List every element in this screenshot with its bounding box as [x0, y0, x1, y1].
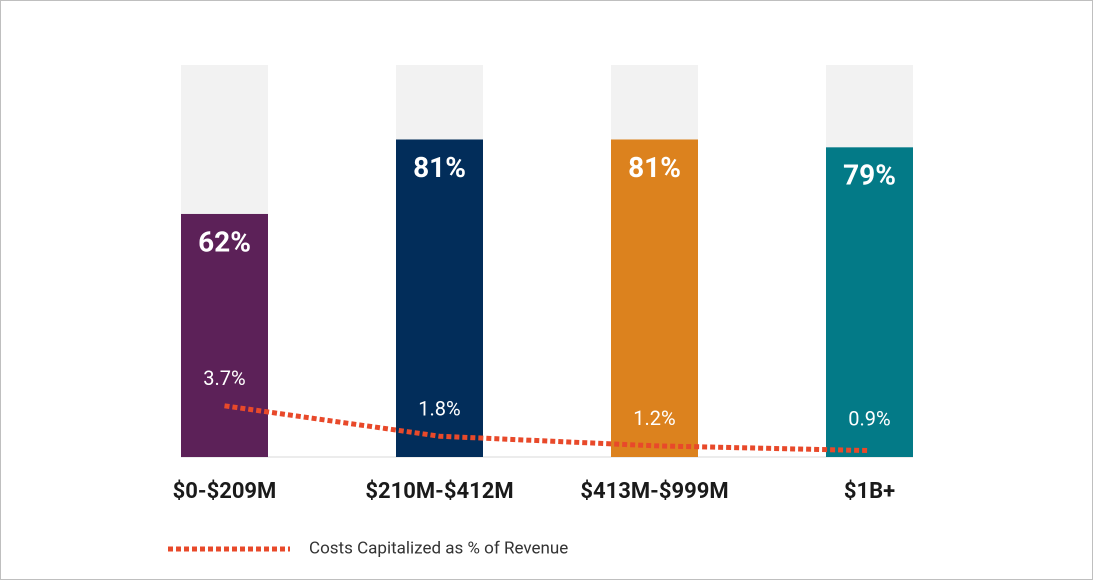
- line: [224, 403, 870, 454]
- bar: [611, 139, 698, 458]
- bar: [181, 213, 268, 457]
- x-tick-label: $0-$209M: [173, 479, 277, 504]
- x-tick-label: $210M-$412M: [365, 479, 513, 504]
- line-value-label: 1.8%: [418, 396, 460, 420]
- line-value-label: 3.7%: [203, 366, 245, 390]
- bar: [826, 147, 913, 457]
- legend-label: Costs Capitalized as % of Revenue: [309, 538, 568, 558]
- bar-value-label: 62%: [198, 225, 251, 258]
- bar: [396, 139, 483, 458]
- line-value-label: 0.9%: [848, 406, 890, 430]
- line-value-label: 1.2%: [633, 406, 675, 430]
- bar-value-label: 81%: [413, 151, 466, 184]
- x-tick-label: $413M-$999M: [580, 479, 728, 504]
- x-tick-label: $1B+: [844, 479, 895, 504]
- bar-value-label: 79%: [843, 159, 896, 192]
- bar-value-label: 81%: [628, 151, 681, 184]
